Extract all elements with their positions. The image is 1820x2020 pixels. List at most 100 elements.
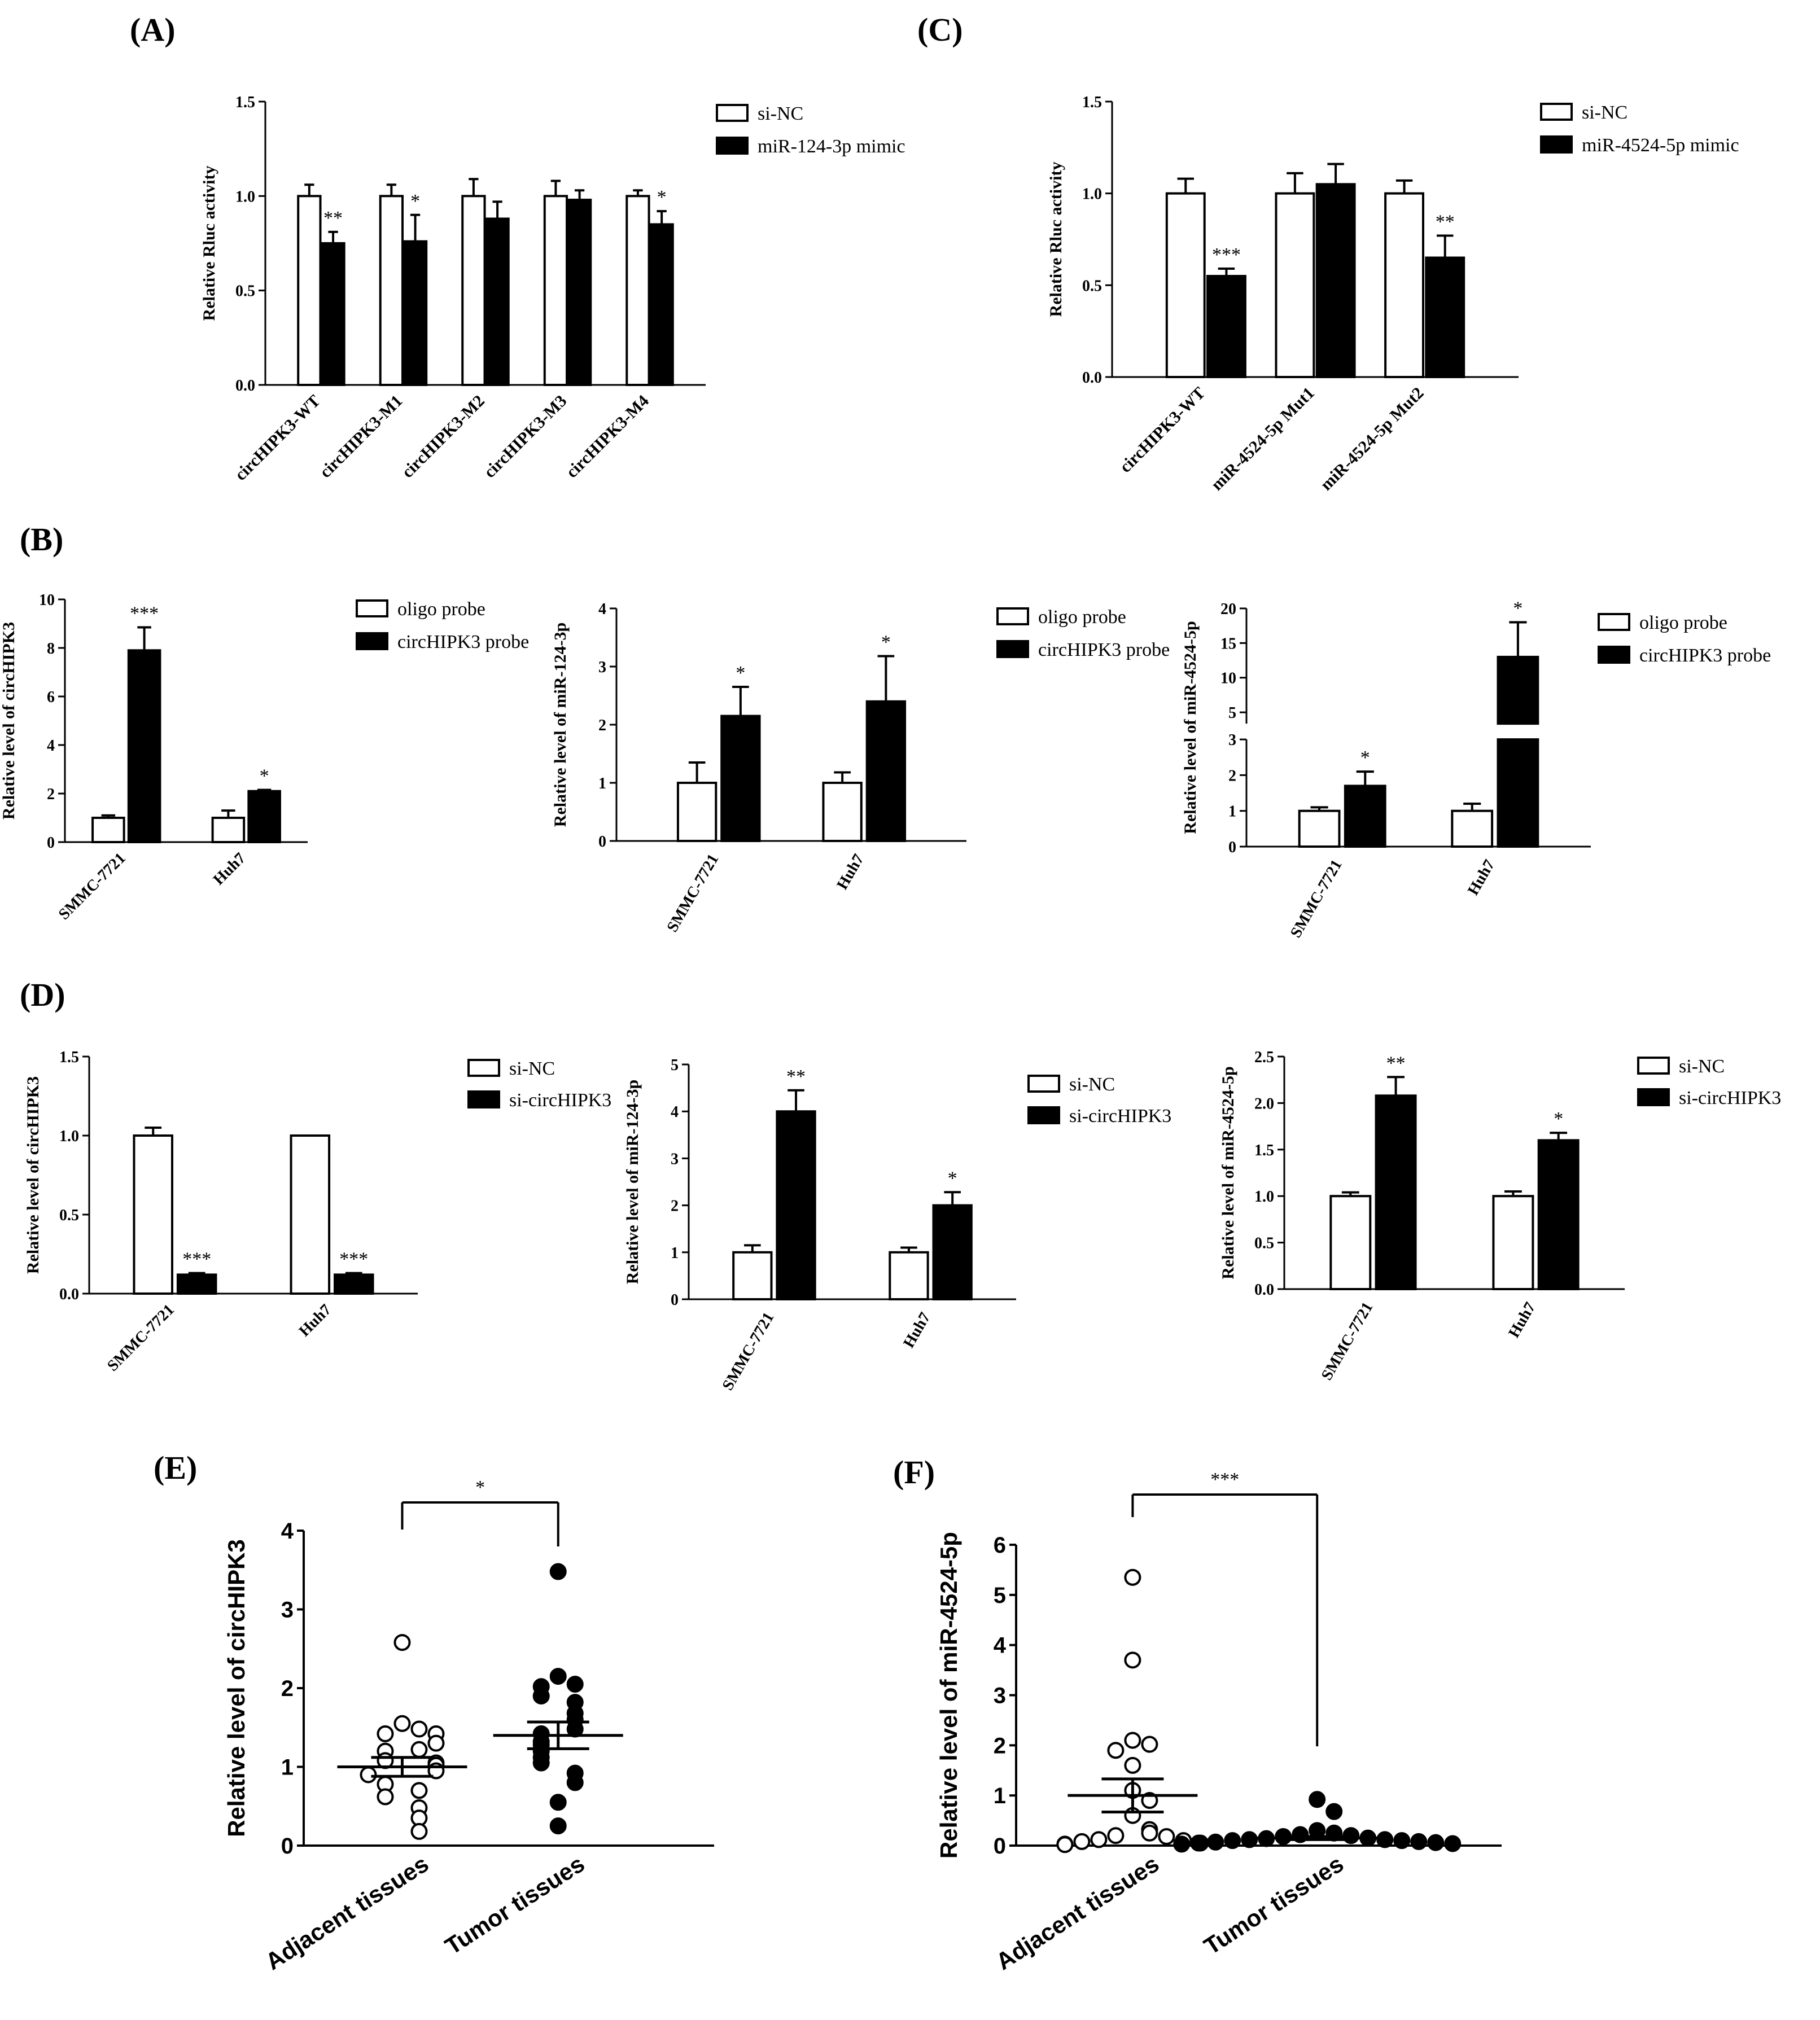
legend-label: si-circHIPK3	[1679, 1088, 1781, 1108]
data-point	[377, 1788, 394, 1806]
y-tick-label: 0.5	[235, 283, 255, 300]
data-point	[1141, 1824, 1158, 1842]
y-tick-label: 4	[598, 601, 606, 618]
legend-swatch	[1637, 1057, 1670, 1075]
legend-label: circHIPK3 probe	[1639, 645, 1771, 666]
y-tick-label: 2	[281, 1676, 294, 1701]
x-tick-label: circHIPK3-M4	[562, 392, 653, 482]
y-axis-title: Relative level of circHIPK3	[24, 1076, 42, 1274]
y-tick-label: 0	[671, 1291, 679, 1309]
bar	[932, 1204, 973, 1301]
y-tick-label: 0	[994, 1834, 1006, 1859]
data-point	[1124, 1651, 1141, 1669]
data-point	[549, 1794, 567, 1811]
bar	[461, 195, 486, 386]
y-axis-title: Relative level of miR-124-3p	[551, 623, 570, 827]
panel-label-E: (E)	[154, 1449, 197, 1486]
x-tick-label: Huh7	[1505, 1299, 1539, 1340]
data-point	[532, 1754, 550, 1772]
y-tick-label: 1.0	[1254, 1188, 1274, 1206]
x-tick-label: Huh7	[1464, 857, 1498, 898]
significance-label: ***	[339, 1249, 368, 1270]
y-tick-label: 6	[47, 689, 55, 706]
significance-label: ***	[130, 603, 159, 624]
y-tick-label: 1	[1228, 803, 1236, 821]
significance-label: **	[1436, 211, 1455, 232]
bar	[334, 1273, 374, 1295]
data-point	[1141, 1736, 1158, 1753]
bar	[1344, 785, 1386, 848]
y-tick-label: 1.5	[1254, 1142, 1274, 1159]
y-axis-title: Relative level of miR-124-3p	[623, 1080, 642, 1284]
y-tick-label: 0.5	[1254, 1235, 1274, 1252]
data-point	[549, 1817, 567, 1835]
legend-label: oligo probe	[1038, 607, 1126, 628]
bar	[732, 1251, 773, 1301]
bar	[127, 649, 161, 844]
bar	[321, 242, 345, 386]
bar	[1329, 1195, 1372, 1290]
y-tick-label: 4	[994, 1633, 1007, 1658]
bar	[133, 1134, 173, 1295]
significance-label: *	[948, 1168, 957, 1189]
bar	[676, 782, 718, 842]
x-tick-label: Huh7	[296, 1301, 335, 1340]
data-point	[410, 1822, 428, 1840]
y-axis-title: Relative level of circHIPK3	[0, 622, 18, 820]
y-axis-title: Relative Rluc activity	[1047, 162, 1065, 317]
y-tick-label: 1.0	[1082, 186, 1102, 203]
y-tick-label: 3	[671, 1150, 679, 1168]
y-tick-label: 3	[994, 1684, 1006, 1708]
data-point	[549, 1563, 567, 1580]
y-tick-label: 0.5	[1082, 277, 1102, 295]
bar	[176, 1273, 217, 1295]
y-tick-label: 20	[1220, 601, 1236, 618]
y-tick-label: 5	[994, 1583, 1006, 1608]
data-point	[549, 1668, 567, 1685]
y-tick-label: 2	[47, 786, 55, 803]
legend-swatch	[1540, 103, 1573, 121]
y-tick-label: 0	[281, 1834, 294, 1859]
significance-label: *	[1513, 598, 1523, 619]
significance-label: **	[786, 1066, 806, 1087]
significance-label: *	[1554, 1108, 1563, 1129]
data-point	[1124, 1568, 1141, 1586]
legend-swatch	[1598, 613, 1630, 631]
significance-label: *	[1360, 747, 1370, 768]
bar	[247, 790, 281, 843]
bar	[290, 1134, 331, 1295]
panel-label-C: (C)	[917, 11, 963, 48]
legend-swatch	[716, 137, 749, 155]
x-tick-label: Tumor tissues	[1199, 1850, 1348, 1960]
data-point	[1056, 1836, 1074, 1854]
bar	[822, 782, 863, 842]
x-tick-label: circHIPK3-WT	[231, 392, 324, 484]
panel-label-D1: (D)	[20, 976, 65, 1013]
x-tick-label: SMMC-7721	[104, 1301, 178, 1375]
bar	[543, 195, 568, 386]
legend-swatch	[996, 607, 1029, 625]
data-point	[410, 1782, 428, 1799]
y-tick-label: 3	[1228, 731, 1236, 749]
data-point	[1107, 1742, 1125, 1759]
legend-swatch	[1027, 1075, 1060, 1093]
legend-swatch	[467, 1059, 500, 1077]
y-tick-label: 5	[671, 1057, 679, 1074]
significance-label: *	[475, 1477, 485, 1498]
legend-swatch	[356, 599, 388, 617]
legend-label: miR-124-3p mimic	[758, 136, 905, 157]
data-point	[1224, 1832, 1241, 1850]
bar	[1375, 1094, 1417, 1290]
y-tick-label: 2	[671, 1198, 679, 1215]
legend-swatch	[1637, 1088, 1670, 1106]
y-tick-label: 4	[671, 1103, 679, 1121]
y-tick-label: 6	[994, 1533, 1006, 1558]
y-tick-label: 1	[671, 1245, 679, 1262]
legend-label: oligo probe	[1639, 612, 1727, 633]
y-tick-label: 2.5	[1254, 1049, 1274, 1066]
bar	[485, 217, 510, 386]
y-tick-label: 15	[1220, 635, 1236, 652]
panel-label-A: (A)	[130, 11, 176, 48]
chart-D2: 0 1 2 3 4 5 Relative level of miR-124-3p ** SMMC…	[623, 1057, 1171, 1394]
